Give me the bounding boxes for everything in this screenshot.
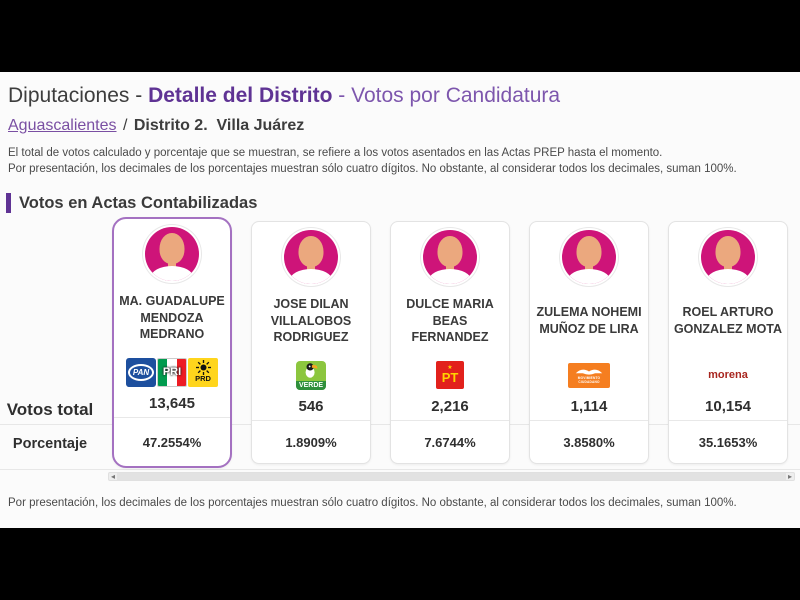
candidate-card[interactable]: ROEL ARTURO GONZALEZ MOTA morena 10,154 … — [668, 221, 788, 464]
page-title: Diputaciones - Detalle del Distrito - Vo… — [8, 84, 800, 108]
percentage-value: 7.6744% — [424, 434, 476, 450]
card-divider — [530, 420, 648, 421]
percentage-value: 47.2554% — [142, 434, 202, 450]
scroll-right-icon[interactable]: ▸ — [787, 472, 792, 481]
breadcrumb-separator: / — [118, 117, 132, 134]
morena-party-icon: morena — [708, 369, 748, 381]
pt-star-icon: ★ — [447, 364, 453, 371]
votes-total-value: 2,216 — [431, 397, 469, 415]
prd-party-icon: PRD — [188, 357, 218, 387]
candidate-name: JOSE DILAN VILLALOBOS RODRIGUEZ — [270, 296, 352, 345]
candidate-avatar — [114, 219, 230, 281]
row-label-percentage: Porcentaje — [12, 436, 88, 452]
section-header: Votos en Actas Contabilizadas — [6, 193, 800, 213]
candidate-avatar — [669, 222, 787, 284]
percentage-value: 35.1653% — [698, 434, 758, 450]
eagle-icon — [575, 369, 603, 375]
party-logos: ★ PT — [391, 358, 509, 392]
pan-party-icon: PAN — [126, 357, 156, 387]
scrollbar-thumb[interactable] — [117, 473, 786, 480]
card-divider — [669, 420, 787, 421]
person-icon — [701, 230, 755, 284]
votes-total-value: 1,114 — [570, 397, 608, 415]
party-logos: MOVIMIENTO CIUDADANO — [530, 358, 648, 392]
candidate-card-selected[interactable]: MA. GUADALUPE MENDOZA MEDRANO PAN PRI — [112, 217, 232, 468]
breadcrumb-district: Distrito 2. Villa Juárez — [133, 117, 305, 134]
candidate-name: DULCE MARIA BEAS FERNANDEZ — [406, 296, 494, 345]
party-logos: PAN PRI — [114, 355, 230, 389]
page-title-view: - Votos por Candidatura — [332, 84, 561, 107]
votes-total-value: 13,645 — [149, 394, 195, 412]
prd-sun-icon — [195, 359, 211, 375]
page-title-section: Detalle del Distrito — [148, 84, 333, 107]
info-note: El total de votos calculado y porcentaje… — [8, 145, 800, 177]
candidate-name: ZULEMA NOHEMI MUÑOZ DE LIRA — [536, 305, 642, 336]
party-logos: VERDE — [252, 358, 370, 392]
card-divider — [252, 420, 370, 421]
votes-total-value: 546 — [298, 397, 324, 415]
breadcrumb-state-link[interactable]: Aguascalientes — [8, 117, 117, 134]
page-title-context: Diputaciones - — [8, 84, 149, 107]
party-logos: morena — [669, 358, 787, 392]
card-divider — [391, 420, 509, 421]
card-divider — [114, 417, 230, 418]
footer-note: Por presentación, los decimales de los p… — [8, 497, 737, 509]
verde-party-icon: VERDE — [296, 360, 326, 390]
person-icon — [423, 230, 477, 284]
row-label-votes-total: Votos total — [6, 400, 94, 419]
candidates-table: Votos total Porcentaje MA. GUADALUPE MEN… — [0, 213, 800, 493]
percentage-value: 1.8909% — [285, 434, 337, 450]
candidate-avatar — [252, 222, 370, 284]
horizontal-scrollbar[interactable]: ◂ ▸ — [108, 472, 795, 481]
scroll-left-icon[interactable]: ◂ — [111, 472, 116, 481]
breadcrumb: Aguascalientes / Distrito 2. Villa Juáre… — [8, 117, 800, 135]
prep-results-page: Diputaciones - Detalle del Distrito - Vo… — [0, 72, 800, 528]
percentage-value: 3.8580% — [563, 434, 615, 450]
candidate-avatar — [391, 222, 509, 284]
person-icon — [284, 230, 338, 284]
candidate-card[interactable]: DULCE MARIA BEAS FERNANDEZ ★ PT 2,216 7.… — [390, 221, 510, 464]
candidate-name: ROEL ARTURO GONZALEZ MOTA — [673, 305, 783, 336]
info-note-line1: El total de votos calculado y porcentaje… — [8, 147, 663, 159]
votes-total-value: 10,154 — [705, 397, 751, 415]
candidate-avatar — [530, 222, 648, 284]
candidate-card[interactable]: ZULEMA NOHEMI MUÑOZ DE LIRA MOVIMIENTO C… — [529, 221, 649, 464]
candidate-cards: MA. GUADALUPE MENDOZA MEDRANO PAN PRI — [112, 217, 788, 468]
candidate-card[interactable]: JOSE DILAN VILLALOBOS RODRIGUEZ VERDE — [251, 221, 371, 464]
toucan-icon — [305, 362, 318, 378]
row-divider — [0, 469, 800, 470]
person-icon — [562, 230, 616, 284]
section-accent-bar — [6, 193, 11, 213]
candidate-name: MA. GUADALUPE MENDOZA MEDRANO — [119, 293, 225, 342]
info-note-line2: Por presentación, los decimales de los p… — [8, 163, 737, 175]
person-icon — [145, 227, 199, 281]
movimiento-ciudadano-party-icon: MOVIMIENTO CIUDADANO — [568, 362, 610, 388]
pri-party-icon: PRI — [157, 357, 187, 387]
section-title: Votos en Actas Contabilizadas — [19, 193, 258, 212]
pt-party-icon: ★ PT — [436, 361, 464, 389]
